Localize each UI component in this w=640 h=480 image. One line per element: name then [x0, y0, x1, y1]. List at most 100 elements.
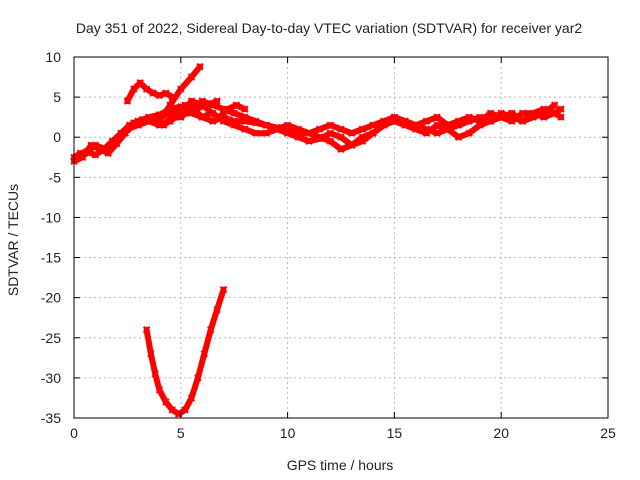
series-line: [165, 102, 248, 125]
data-point: [230, 109, 238, 117]
data-point: [518, 109, 527, 117]
data-point: [232, 101, 241, 109]
data-point: [433, 121, 441, 129]
data-point: [412, 121, 420, 129]
data-point: [380, 121, 388, 129]
data-point: [262, 121, 270, 129]
data-point: [283, 121, 292, 129]
data-point: [149, 89, 157, 97]
data-point: [486, 109, 495, 117]
data-point: [200, 350, 209, 358]
plot-frame: [73, 56, 609, 419]
data-point: [198, 113, 206, 121]
data-point: [529, 113, 537, 121]
data-point: [557, 105, 565, 113]
data-point: [241, 125, 249, 133]
ticks: 0 5 10 15 20 25 10 5 0 -5 -10 -15 -20 -25 -30 -35: [41, 49, 616, 441]
data-point: [162, 398, 170, 406]
data-point: [181, 406, 189, 414]
data-point: [155, 386, 164, 394]
data-point: [170, 113, 179, 121]
data-point: [187, 394, 196, 402]
data-point: [102, 145, 110, 153]
data-point: [294, 125, 302, 133]
data-point: [540, 109, 548, 117]
series-track-7: [160, 97, 221, 129]
series-track-4: [123, 78, 176, 105]
data-point: [192, 105, 200, 113]
data-point: [213, 305, 221, 314]
data-point: [206, 326, 215, 334]
data-point: [283, 129, 292, 137]
data-point: [130, 85, 138, 93]
data-point: [422, 129, 431, 137]
data-point: [454, 133, 463, 141]
data-point: [347, 141, 356, 149]
data-point: [337, 125, 345, 133]
data-point: [401, 117, 409, 125]
data-point: [433, 129, 441, 137]
data-point: [196, 62, 204, 71]
data-point: [123, 97, 132, 105]
y-tick-label: -15: [41, 250, 61, 266]
data-point: [454, 117, 463, 125]
chart-title: Day 351 of 2022, Sidereal Day-to-day VTE…: [76, 20, 582, 36]
data-point: [251, 117, 260, 125]
y-tick-label: -10: [41, 209, 61, 225]
data-point: [241, 105, 249, 113]
x-tick-label: 10: [280, 425, 296, 441]
data-point: [465, 113, 473, 121]
data-point: [202, 101, 211, 109]
data-point: [273, 125, 281, 133]
data-point: [305, 129, 313, 137]
data-point: [315, 133, 324, 141]
series-track-8: [142, 285, 228, 418]
data-point: [497, 113, 505, 121]
data-point: [433, 113, 441, 121]
data-point: [550, 109, 559, 117]
data-point: [155, 91, 164, 100]
data-point: [326, 121, 335, 129]
data-point: [181, 109, 189, 117]
data-point: [80, 149, 89, 157]
data-point: [160, 121, 168, 129]
data-point: [91, 141, 100, 149]
data-point: [206, 109, 215, 117]
data-point: [422, 117, 431, 125]
data-point: [251, 129, 260, 137]
data-point: [465, 129, 473, 137]
data-point: [390, 113, 399, 121]
data-point: [550, 101, 559, 109]
y-tick-label: -35: [41, 410, 61, 426]
x-tick-label: 15: [387, 425, 403, 441]
data-point: [444, 121, 452, 129]
y-tick-label: -20: [41, 290, 61, 306]
data-point: [486, 117, 495, 125]
data-point: [166, 101, 174, 109]
data-point: [369, 121, 377, 129]
y-axis-label: SDTVAR / TECUs: [5, 184, 21, 296]
data-point: [518, 117, 527, 125]
data-point: [142, 85, 151, 93]
data-point: [209, 117, 217, 125]
x-tick-label: 0: [70, 425, 78, 441]
data-point: [168, 406, 176, 414]
data-point: [142, 326, 151, 334]
data-point: [337, 145, 345, 153]
data-point: [347, 129, 356, 137]
data-point: [326, 137, 335, 145]
data-point: [181, 101, 189, 109]
series-group: [70, 62, 565, 418]
data-point: [508, 109, 516, 117]
data-point: [194, 374, 202, 382]
data-point: [219, 285, 228, 294]
data-point: [230, 121, 238, 129]
data-point: [213, 97, 221, 105]
data-point: [337, 133, 345, 141]
data-point: [358, 125, 367, 133]
x-tick-label: 5: [177, 425, 185, 441]
y-tick-label: -5: [49, 169, 62, 185]
